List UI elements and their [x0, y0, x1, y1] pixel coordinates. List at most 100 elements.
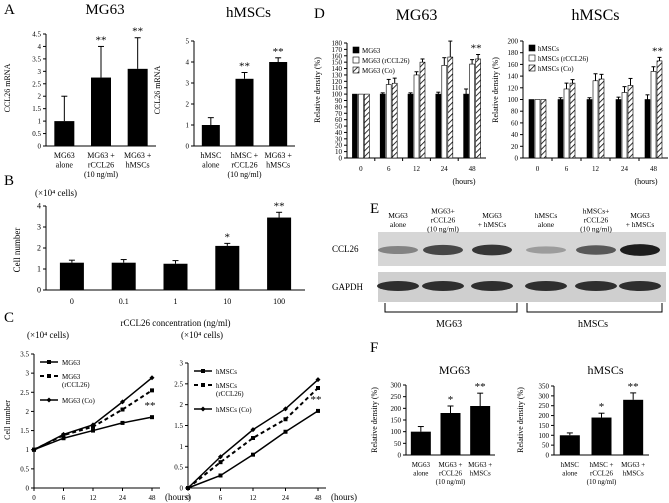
significance-marker: **	[311, 394, 322, 406]
legend-label: MG63	[62, 373, 81, 381]
significance-marker: **	[628, 381, 639, 393]
bar	[358, 93, 364, 159]
bar	[379, 93, 386, 159]
unit-note: (×10⁴ cells)	[181, 330, 223, 340]
y-tick-label: 2	[37, 244, 41, 253]
x-tick-label: MG63 +	[124, 151, 152, 160]
x-tick-label: 24	[119, 494, 127, 502]
y-tick-label: 50	[542, 442, 550, 450]
data-point	[283, 429, 288, 434]
bar	[352, 93, 358, 159]
y-tick-label: 3.5	[32, 55, 41, 63]
y-tick-label: 0	[38, 143, 42, 151]
y-tick-label: 200	[391, 405, 402, 413]
y-tick-label: 20	[335, 142, 343, 150]
blot-band-gapdh	[619, 281, 661, 291]
legend-label: hMSCs	[216, 382, 237, 390]
y-tick-label: 110	[332, 84, 343, 92]
blot-band-ccl26	[423, 244, 463, 256]
x-tick-label: 24	[441, 165, 449, 173]
legend-label: MG63 (Co)	[62, 397, 96, 405]
blot-lane-label: MG63	[630, 211, 650, 220]
x-tick-label: rCCL26	[231, 161, 257, 170]
legend-swatch	[528, 54, 536, 62]
x-tick-label: 6	[219, 494, 223, 502]
y-axis-label: Relative density (%)	[491, 57, 500, 123]
unit-note: (×10⁴ cells)	[35, 188, 77, 198]
y-tick-label: 0	[180, 485, 184, 493]
bar	[559, 435, 580, 455]
bar	[557, 99, 564, 159]
legend-label: hMSCs	[538, 45, 559, 53]
x-tick-label: 1	[174, 297, 178, 306]
y-tick-label: 0	[37, 286, 41, 295]
x-tick-label: MG63	[54, 151, 75, 160]
data-point	[316, 386, 320, 390]
bar	[441, 65, 448, 159]
significance-marker: **	[652, 45, 663, 57]
bar	[475, 58, 481, 159]
bar	[435, 93, 442, 159]
y-tick-label: 70	[335, 110, 343, 118]
x-tick-label: hMSCs	[126, 161, 150, 170]
y-tick-label: 140	[508, 73, 519, 81]
y-tick-label: 4	[38, 43, 42, 51]
bar	[59, 262, 84, 290]
legend-marker	[47, 360, 51, 364]
legend-swatch	[528, 64, 536, 72]
chart-title: MG63	[439, 363, 470, 377]
legend-label: hMSCs (rCCL26)	[538, 55, 589, 63]
data-point	[250, 427, 256, 433]
blot-group-label-hmscs: hMSCs	[578, 319, 608, 330]
y-tick-label: 60	[511, 119, 519, 127]
y-tick-label: 2.5	[32, 80, 41, 88]
x-tick-label: 6	[565, 165, 569, 173]
unit-note: (×10⁴ cells)	[27, 330, 69, 340]
chart-f1: 0 50 100 150 200 250 300 MG63 Relative density (…	[370, 363, 495, 486]
data-point	[150, 415, 154, 420]
y-tick-label: 2	[38, 93, 42, 101]
y-tick-label: 1	[26, 446, 30, 454]
bar	[644, 99, 651, 159]
significance-marker: **	[471, 43, 482, 55]
y-tick-label: 3	[186, 80, 190, 88]
chart-d2: 020406080100120140160180200hMSCsRelative…	[491, 7, 668, 186]
bar	[269, 62, 288, 146]
blot-row-label-gapdh: GAPDH	[332, 282, 364, 292]
y-tick-label: 80	[511, 108, 519, 116]
y-tick-label: 0	[186, 143, 190, 151]
bar	[413, 74, 420, 159]
y-tick-label: 250	[539, 402, 550, 410]
significance-marker: **	[239, 61, 250, 73]
data-point	[61, 436, 66, 441]
x-axis-label: (hours)	[634, 177, 657, 186]
y-tick-label: 100	[332, 91, 343, 99]
y-tick-label: 150	[332, 59, 343, 67]
series-line	[187, 387, 319, 489]
data-point	[91, 428, 95, 433]
x-tick-label: 24	[621, 165, 629, 173]
bar	[410, 431, 431, 455]
bar	[615, 99, 622, 159]
blot-lane-label: MG63	[482, 211, 502, 220]
panel-label-d: D	[314, 6, 325, 22]
y-tick-label: 50	[335, 123, 343, 131]
x-tick-label: rCCL26	[439, 470, 462, 478]
y-tick-label: 1	[180, 443, 184, 451]
series-line	[187, 410, 319, 489]
significance-marker: *	[448, 394, 454, 406]
x-axis-label: (hours)	[331, 492, 357, 502]
x-tick-label: 12	[413, 165, 421, 173]
x-tick-label: MG63	[412, 461, 431, 469]
x-tick-label: (10 ng/ml)	[228, 170, 262, 179]
y-tick-label: 2	[26, 408, 30, 416]
y-tick-label: 3	[26, 370, 30, 378]
y-tick-label: 1	[38, 118, 42, 126]
data-point	[31, 447, 37, 453]
y-tick-label: 3	[37, 223, 41, 232]
x-tick-label: 12	[250, 494, 258, 502]
y-tick-label: 1.5	[174, 422, 183, 430]
series-line	[33, 416, 153, 451]
y-tick-label: 100	[391, 428, 402, 436]
